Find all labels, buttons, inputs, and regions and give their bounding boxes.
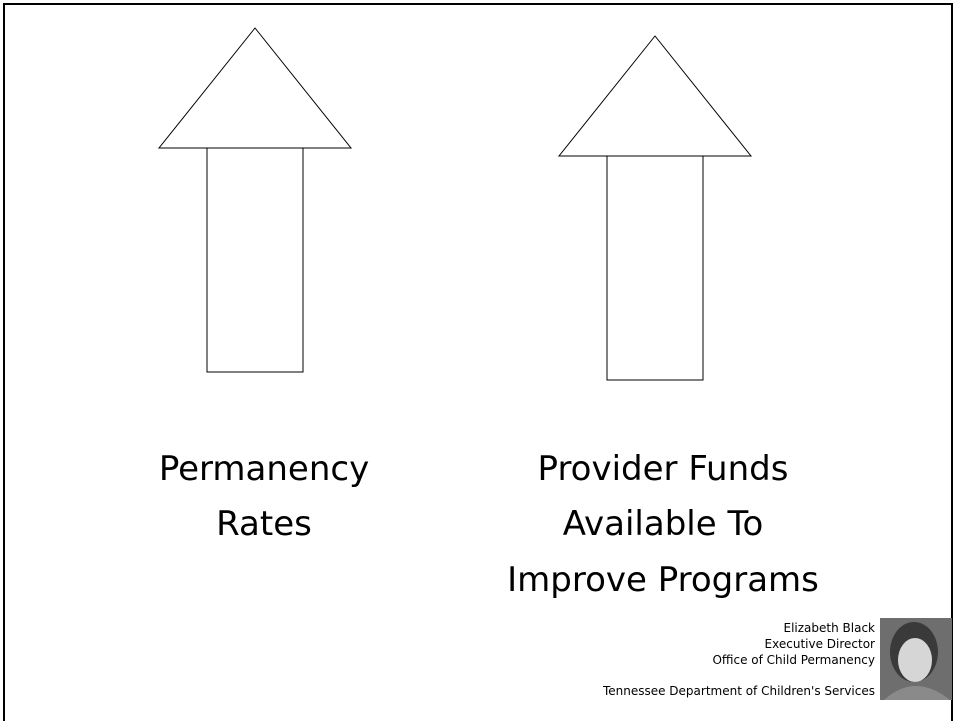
presenter-title: Executive Director	[765, 637, 876, 651]
presenter-photo	[880, 618, 952, 700]
label-line: Permanency	[159, 449, 369, 489]
background	[0, 0, 957, 721]
arrow-shaft	[207, 148, 303, 372]
photo-face	[898, 638, 932, 682]
label-line: Rates	[216, 504, 312, 544]
presenter-name: Elizabeth Black	[784, 621, 876, 635]
label-line: Available To	[563, 504, 764, 544]
arrow-shaft	[607, 156, 703, 380]
label-line: Provider Funds	[538, 449, 789, 489]
organization: Tennessee Department of Children's Servi…	[602, 684, 875, 698]
slide: Permanency Rates Provider Funds Availabl…	[0, 0, 957, 721]
presenter-office: Office of Child Permanency	[712, 653, 875, 667]
label-line: Improve Programs	[507, 560, 819, 600]
